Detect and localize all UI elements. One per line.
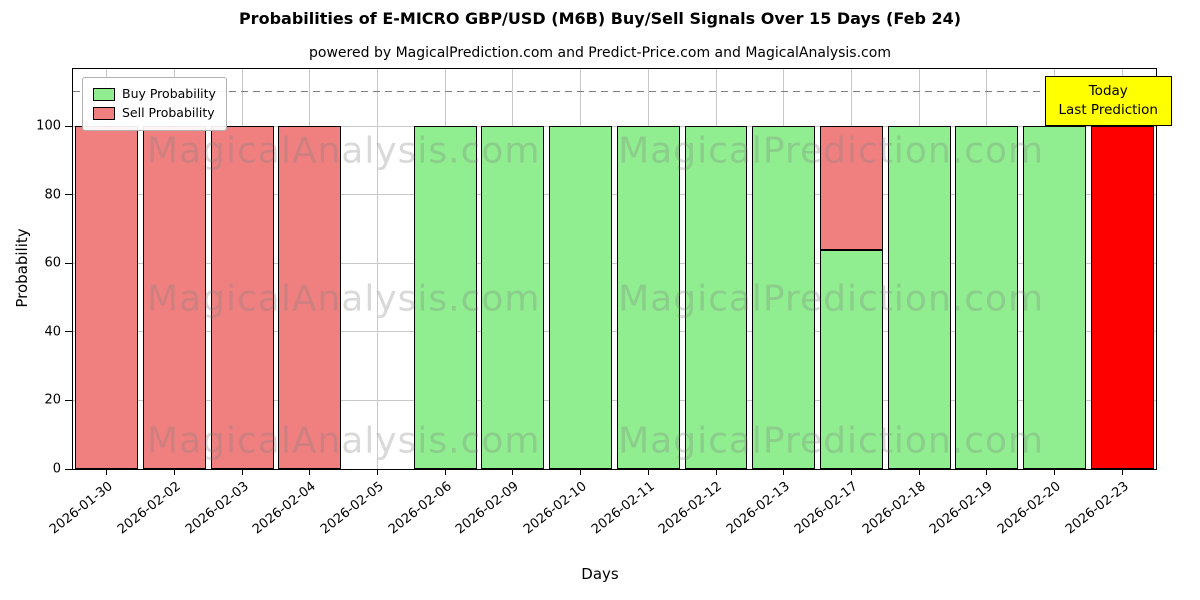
refline-layer (73, 69, 1156, 469)
bar-segment (819, 126, 883, 250)
bar-segment (616, 126, 680, 469)
gridline-h (73, 125, 1156, 127)
x-tick-mark (986, 469, 988, 475)
x-tick-mark (309, 469, 311, 475)
x-tick-mark (783, 469, 785, 475)
y-tick-mark (65, 331, 72, 333)
watermark-layer: MagicalAnalysis.com MagicalPrediction.com… (73, 69, 1156, 469)
legend-label-sell: Sell Probability (122, 104, 215, 120)
x-tick-label: 2026-02-11 (588, 479, 658, 538)
legend: Buy Probability Sell Probability (82, 77, 227, 131)
bar-segment (955, 126, 1019, 469)
x-tick-mark (106, 469, 108, 475)
bar-layer (73, 69, 1156, 469)
x-tick-label: 2026-02-23 (1062, 479, 1132, 538)
x-tick-label: 2026-02-04 (250, 479, 320, 538)
watermark-text: MagicalPrediction.com (618, 130, 1045, 172)
legend-item-buy: Buy Probability (93, 85, 216, 104)
bar-segment (1022, 126, 1086, 469)
y-tick-label: 100 (36, 118, 61, 134)
legend-label-buy: Buy Probability (122, 86, 216, 101)
bar-segment (819, 249, 883, 469)
x-axis-label: Days (581, 565, 619, 583)
x-tick-mark (850, 469, 852, 475)
x-tick-mark (918, 469, 920, 475)
y-tick-label: 60 (44, 255, 61, 271)
x-tick-label: 2026-02-19 (927, 479, 997, 538)
x-tick-label: 2026-02-17 (791, 479, 861, 538)
gridline-h (73, 262, 1156, 264)
x-tick-mark (444, 469, 446, 475)
x-tick-mark (174, 469, 176, 475)
legend-swatch-sell (93, 106, 115, 120)
x-tick-label: 2026-02-13 (724, 479, 793, 538)
y-tick-mark (65, 194, 72, 196)
gridline-h (73, 194, 1156, 196)
x-tick-mark (580, 469, 582, 475)
y-tick-label: 0 (52, 461, 61, 477)
x-tick-label: 2026-02-20 (994, 479, 1064, 538)
x-tick-label: 2026-02-02 (114, 479, 184, 538)
x-tick-mark (512, 469, 514, 475)
legend-swatch-buy (93, 87, 115, 101)
bar-segment (752, 126, 816, 469)
y-tick-mark (65, 262, 72, 264)
ticks-layer: 0 20 40 60 80 100 2026-01-30 2026-02-02 2026-02-… (36, 69, 1156, 538)
watermark-text: MagicalAnalysis.com (147, 278, 541, 320)
watermark-text: MagicalAnalysis.com (147, 420, 541, 462)
y-tick-mark (65, 399, 72, 401)
plot-area: MagicalAnalysis.com MagicalPrediction.com… (36, 68, 1157, 538)
bar-segment (887, 126, 951, 469)
x-tick-label: 2026-02-03 (182, 479, 252, 538)
x-tick-label: 2026-01-30 (47, 479, 117, 538)
x-tick-mark (241, 469, 243, 475)
y-tick-label: 40 (44, 324, 61, 340)
bar-segment (549, 126, 613, 469)
x-tick-label: 2026-02-18 (859, 479, 929, 538)
chart-subtitle: powered by MagicalPrediction.com and Pre… (309, 45, 891, 61)
watermark-text: MagicalAnalysis.com (147, 130, 541, 172)
watermark-text: MagicalPrediction.com (618, 420, 1045, 462)
gridline-v (377, 69, 379, 469)
y-tick-label: 80 (44, 187, 61, 203)
today-annotation-line1: Today (1088, 83, 1128, 99)
dashed-reference-line (73, 90, 1156, 93)
bar-segment (481, 126, 545, 469)
bar-segment (1090, 126, 1154, 469)
bar-segment (210, 126, 274, 469)
x-tick-mark (1053, 469, 1055, 475)
x-tick-label: 2026-02-12 (656, 479, 726, 538)
watermark-text: MagicalPrediction.com (618, 278, 1045, 320)
y-axis-label: Probability (13, 228, 31, 308)
x-tick-mark (377, 469, 379, 475)
x-tick-label: 2026-02-05 (318, 479, 387, 538)
y-tick-mark (65, 468, 72, 470)
x-tick-mark (715, 469, 717, 475)
bar-segment (684, 126, 748, 469)
gridline-h (73, 399, 1156, 401)
bar-segment (143, 126, 206, 469)
bar-segment (413, 126, 477, 469)
bar-segment (278, 126, 342, 469)
y-tick-label: 20 (44, 392, 61, 408)
legend-item-sell: Sell Probability (93, 104, 216, 123)
x-tick-mark (1121, 469, 1123, 475)
x-tick-label: 2026-02-10 (521, 479, 590, 538)
chart-title: Probabilities of E-MICRO GBP/USD (M6B) B… (238, 9, 962, 28)
gridline-h (73, 331, 1156, 333)
y-tick-mark (65, 125, 72, 127)
x-tick-mark (647, 469, 649, 475)
bar-segment (75, 126, 139, 469)
today-annotation: Today Last Prediction (1044, 76, 1172, 126)
x-tick-label: 2026-02-09 (453, 479, 523, 538)
today-annotation-line2: Last Prediction (1058, 101, 1158, 118)
x-tick-label: 2026-02-06 (385, 479, 455, 538)
